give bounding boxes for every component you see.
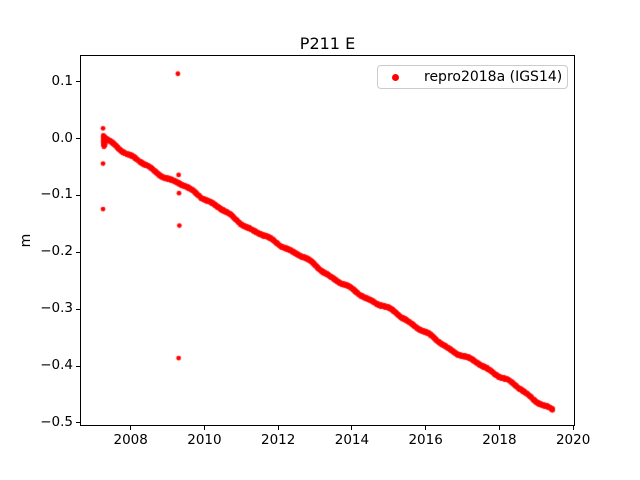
- x-tick-mark: [572, 426, 574, 430]
- x-tick-mark: [130, 426, 132, 430]
- x-tick-mark: [277, 426, 279, 430]
- x-tick-mark: [351, 426, 353, 430]
- x-tick-mark: [203, 426, 205, 430]
- x-tick-mark: [498, 426, 500, 430]
- legend-marker-dot: [392, 73, 399, 81]
- x-tick-label: 2020: [555, 432, 591, 448]
- plot-title: P211 E: [299, 34, 356, 53]
- x-tick-label: 2018: [482, 432, 517, 448]
- y-tick-label: −0.3: [40, 300, 73, 317]
- x-tick-label: 2012: [260, 432, 296, 448]
- y-tick-mark: [76, 138, 80, 140]
- y-tick-mark: [76, 308, 80, 310]
- y-tick-mark: [76, 81, 80, 83]
- y-tick-label: 0.1: [51, 72, 73, 89]
- x-tick-label: 2016: [408, 432, 443, 448]
- y-tick-label: −0.2: [40, 243, 73, 260]
- y-tick-label: −0.5: [40, 413, 73, 430]
- legend: repro2018a (IGS14): [377, 65, 568, 89]
- y-tick-label: −0.4: [40, 357, 73, 373]
- y-tick-mark: [76, 251, 80, 253]
- x-tick-label: 2010: [187, 432, 222, 448]
- y-tick-mark: [76, 365, 80, 367]
- x-tick-label: 2014: [334, 432, 370, 448]
- x-tick-label: 2008: [113, 432, 148, 448]
- y-tick-mark: [76, 194, 80, 196]
- x-tick-mark: [425, 426, 427, 430]
- y-tick-label: 0.0: [51, 129, 73, 146]
- legend-label: repro2018a (IGS14): [424, 69, 563, 85]
- y-tick-mark: [76, 422, 80, 424]
- scatter-canvas: [80, 55, 575, 426]
- y-tick-label: −0.1: [40, 186, 73, 203]
